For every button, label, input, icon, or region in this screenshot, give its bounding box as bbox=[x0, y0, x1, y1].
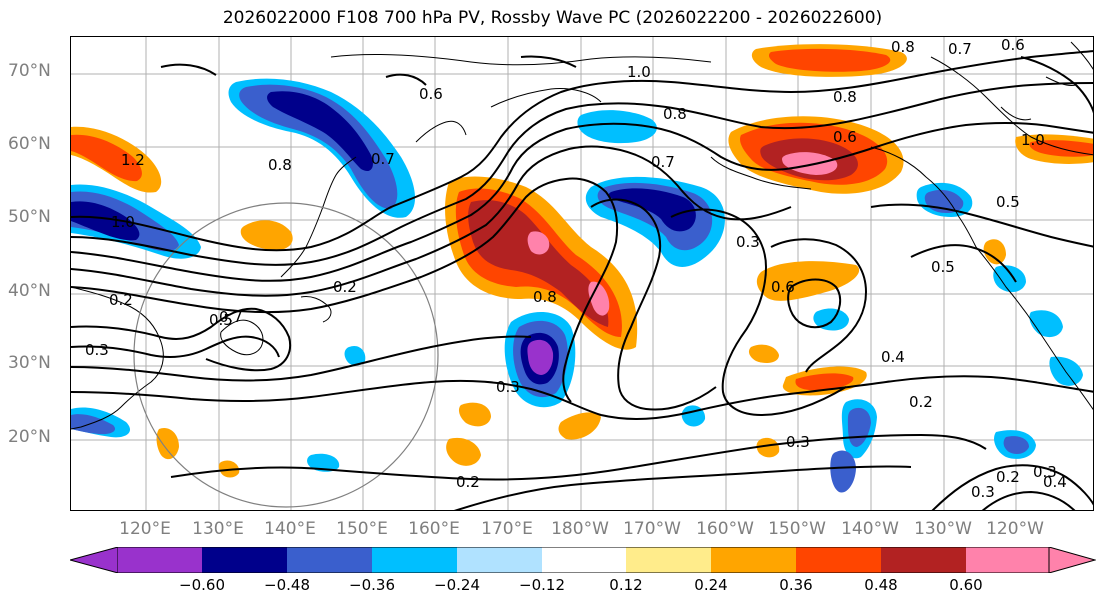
contour-label: 0.5 bbox=[209, 311, 233, 329]
contour-label: 1.0 bbox=[627, 63, 651, 81]
colorbar-tick: −0.12 bbox=[519, 576, 565, 594]
contour-label: 0.5 bbox=[996, 193, 1020, 211]
lon-label: 150°E bbox=[336, 519, 388, 539]
contour-labels: 0.8 0.7 0.6 1.0 0.6 0.8 0.8 0.6 1.2 0.8 … bbox=[85, 37, 1067, 501]
colorbar-segment bbox=[118, 547, 202, 573]
coastlines bbox=[71, 41, 1093, 430]
contour-label: 0.4 bbox=[1043, 473, 1067, 491]
lon-label: 120°E bbox=[119, 519, 171, 539]
contour-label: 1.2 bbox=[121, 151, 145, 169]
contour-label: 0.3 bbox=[786, 433, 810, 451]
colorbar-extend-high bbox=[1048, 547, 1096, 573]
contour-label: 0.7 bbox=[948, 40, 972, 58]
lon-label: 140°E bbox=[264, 519, 316, 539]
colorbar-tick: −0.36 bbox=[349, 576, 395, 594]
contour-label: 0.3 bbox=[736, 233, 760, 251]
lon-label: 120°W bbox=[986, 519, 1044, 539]
lon-label: 130°E bbox=[192, 519, 244, 539]
map-title: 2026022000 F108 700 hPa PV, Rossby Wave … bbox=[222, 8, 883, 28]
colorbar-extend-low bbox=[70, 547, 119, 573]
contour-label: 0.8 bbox=[268, 156, 292, 174]
colorbar-segment bbox=[711, 547, 796, 573]
contour-label: 1.0 bbox=[111, 213, 135, 231]
map-panel: 0.8 0.7 0.6 1.0 0.6 0.8 0.8 0.6 1.2 0.8 … bbox=[70, 36, 1094, 511]
lat-label-50n: 50°N bbox=[8, 207, 51, 227]
lon-label: 130°W bbox=[914, 519, 972, 539]
colorbar-tick: 0.36 bbox=[779, 576, 813, 594]
projection-circle bbox=[133, 202, 439, 508]
contour-label: 0.3 bbox=[1033, 463, 1057, 481]
lon-label: 180°W bbox=[551, 519, 609, 539]
contour-label: 0.2 bbox=[909, 393, 933, 411]
lat-label-70n: 70°N bbox=[8, 61, 51, 81]
lat-label-30n: 30°N bbox=[8, 353, 51, 373]
colorbar-tick: −0.48 bbox=[264, 576, 310, 594]
lon-label: 160°E bbox=[408, 519, 460, 539]
colorbar-segment bbox=[796, 547, 881, 573]
colorbar-segment bbox=[626, 547, 711, 573]
lon-label: 150°W bbox=[768, 519, 826, 539]
contour-label: 0.7 bbox=[219, 308, 243, 326]
contour-label: 0.4 bbox=[881, 348, 905, 366]
colorbar-segment bbox=[966, 547, 1049, 573]
colorbar-tick: −0.24 bbox=[434, 576, 480, 594]
colorbar-segment bbox=[881, 547, 966, 573]
lon-label: 160°W bbox=[696, 519, 754, 539]
lat-label-60n: 60°N bbox=[8, 134, 51, 154]
lat-label-20n: 20°N bbox=[8, 427, 51, 447]
colorbar-segment bbox=[372, 547, 457, 573]
colorbar-tick: 0.24 bbox=[694, 576, 728, 594]
map-canvas: 0.8 0.7 0.6 1.0 0.6 0.8 0.8 0.6 1.2 0.8 … bbox=[71, 37, 1093, 510]
contour-label: 0.8 bbox=[663, 105, 687, 123]
contour-label: 0.8 bbox=[891, 38, 915, 56]
pv-contours bbox=[71, 50, 1093, 510]
colorbar-segment bbox=[542, 547, 626, 573]
contour-label: 0.2 bbox=[109, 291, 133, 309]
contour-label: 0.2 bbox=[996, 468, 1020, 486]
lon-label: 170°E bbox=[481, 519, 533, 539]
colorbar-segment bbox=[457, 547, 542, 573]
contour-label: 0.3 bbox=[971, 483, 995, 501]
colorbar-segment bbox=[287, 547, 372, 573]
contour-label: 0.6 bbox=[1001, 37, 1025, 54]
contour-label: 0.8 bbox=[833, 88, 857, 106]
contour-label: 0.7 bbox=[651, 153, 675, 171]
contour-label: 1.0 bbox=[1021, 131, 1045, 149]
colorbar-tick: −0.60 bbox=[179, 576, 225, 594]
lon-label: 170°W bbox=[623, 519, 681, 539]
contour-label: 0.8 bbox=[533, 288, 557, 306]
contour-label: 0.2 bbox=[456, 473, 480, 491]
contour-label: 0.6 bbox=[833, 128, 857, 146]
contour-label: 0.6 bbox=[419, 85, 443, 103]
contour-label: 0.5 bbox=[931, 258, 955, 276]
colorbar-tick: 0.12 bbox=[609, 576, 643, 594]
colorbar-segment bbox=[202, 547, 287, 573]
contour-label: 0.3 bbox=[496, 378, 520, 396]
colorbar-tick: 0.48 bbox=[864, 576, 898, 594]
contour-label: 0.6 bbox=[771, 278, 795, 296]
contour-label: 0.7 bbox=[371, 150, 395, 168]
lon-label: 140°W bbox=[841, 519, 899, 539]
colorbar-tick: 0.60 bbox=[949, 576, 983, 594]
colorbar bbox=[70, 547, 1096, 573]
contour-label: 0.3 bbox=[85, 341, 109, 359]
lat-label-40n: 40°N bbox=[8, 281, 51, 301]
contour-label: 0.2 bbox=[333, 278, 357, 296]
